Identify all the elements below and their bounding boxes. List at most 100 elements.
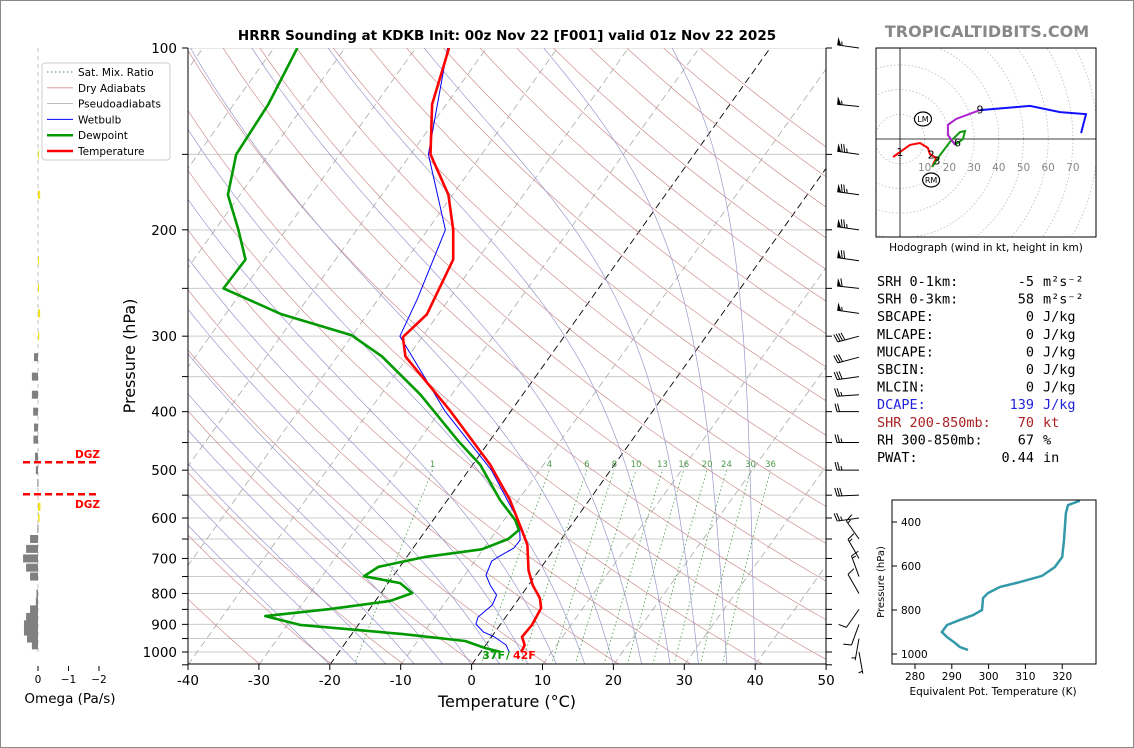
y-tick-label: 900 [151, 617, 177, 633]
theta-e-y-label: Pressure (hPa) [876, 546, 887, 618]
isotherm [188, 48, 629, 664]
barb-pennant [837, 37, 842, 46]
omega-x-tick-label: 0 [35, 674, 42, 686]
pseudoadiabat [188, 494, 358, 664]
barb-pennant [837, 96, 842, 105]
wind-barb [851, 550, 860, 577]
barb-full [833, 371, 838, 380]
barb-pennant [837, 143, 842, 152]
legend-label: Dry Adiabats [78, 83, 146, 95]
pseudoadiabat [188, 429, 415, 664]
index-label: MLCIN: [877, 380, 926, 396]
surface-temperature-label: 42F [513, 649, 536, 662]
dry-adiabat [222, 48, 826, 582]
barb-shaft [847, 539, 860, 559]
dry-adiabat [332, 48, 826, 471]
hodograph-ring-label: 50 [1017, 162, 1030, 174]
index-value: 139 [1010, 397, 1034, 413]
y-tick-label: 200 [151, 223, 177, 239]
dry-adiabat [188, 49, 826, 621]
index-unit: in [1043, 450, 1059, 466]
barb-half [858, 670, 863, 674]
index-unit: J/kg [1043, 380, 1076, 396]
isotherm [471, 167, 826, 664]
hodograph-segment [931, 129, 967, 168]
mixing-ratio-label: 6 [584, 460, 589, 470]
wind-barb [837, 183, 860, 196]
dry-adiabat [188, 169, 764, 664]
index-label: SRH 0-3km: [877, 292, 958, 308]
hodograph-segment [979, 104, 1088, 134]
barb-full [836, 487, 840, 496]
barb-shaft [858, 651, 864, 674]
index-value: 0 [1026, 362, 1034, 378]
wind-barb [833, 371, 860, 381]
dry-adiabat [188, 410, 476, 664]
barb-full [836, 388, 841, 397]
indices-panel: SRH 0-1km: -5 m²s⁻² SRH 0-3km: 58 m²s⁻² SBCAPE… [877, 274, 1084, 466]
wind-barb [834, 388, 860, 397]
barb-full [838, 333, 844, 341]
wind-barb [837, 37, 860, 49]
wind-barb [837, 96, 860, 108]
barb-full [838, 623, 847, 628]
barb-full [840, 332, 846, 341]
wind-barb [845, 514, 860, 540]
barb-full [847, 533, 855, 540]
index-label: MUCAPE: [877, 344, 934, 360]
dry-adiabat [516, 48, 826, 302]
omega-bar [33, 435, 38, 444]
index-label: DCAPE: [877, 397, 926, 413]
barb-half [847, 519, 851, 524]
index-unit: m²s⁻² [1043, 292, 1084, 308]
dry-adiabat [188, 349, 548, 664]
omega-bar [38, 256, 39, 265]
wetbulb-line [399, 48, 521, 653]
barb-pennant [837, 218, 842, 228]
barb-half [840, 391, 843, 397]
theta-e-panel: 400 600 800 1000 280 290 300 310 320 Pressure (hP… [876, 499, 1097, 698]
omega-axis-label: Omega (Pa/s) [24, 691, 115, 707]
isotherm [613, 366, 826, 664]
index-unit: J/kg [1043, 344, 1076, 360]
hodograph-ring-label: 60 [1042, 162, 1055, 174]
index-label: MLCAPE: [877, 327, 934, 343]
theta-e-y-tick-label: 600 [901, 561, 921, 573]
hodograph-height-label: 2 [928, 149, 935, 162]
dry-adiabat [188, 598, 261, 664]
omega-bar [23, 627, 38, 636]
barb-full [843, 184, 846, 193]
omega-bar [35, 466, 38, 475]
pseudoadiabat [327, 48, 671, 664]
omega-bar [38, 284, 39, 293]
dgz-label: DGZ [75, 449, 100, 461]
storm-motion-marker [922, 172, 941, 188]
dry-adiabat [259, 48, 826, 544]
barb-full [851, 550, 859, 557]
isotherm [542, 267, 826, 664]
omega-bar [36, 589, 38, 598]
barb-full [840, 143, 843, 153]
barb-half [852, 555, 857, 559]
index-label: PWAT: [877, 450, 918, 466]
isotherm [188, 48, 558, 567]
barb-pennant [837, 249, 842, 259]
barb-full [833, 334, 839, 343]
mixing-ratio-line [575, 470, 637, 664]
barb-full [835, 333, 841, 342]
omega-bar [26, 563, 38, 572]
pseudoadiabat [188, 128, 586, 664]
barb-full [833, 355, 839, 364]
wind-barb [834, 462, 859, 471]
mixing-ratio-line [521, 470, 588, 664]
dry-adiabat [188, 289, 620, 664]
hodograph-segment [946, 109, 981, 146]
isotherm [400, 68, 826, 664]
barb-full [847, 568, 855, 575]
barb-full [843, 144, 846, 153]
pseudoadiabat [188, 393, 444, 664]
legend-label: Wetbulb [78, 114, 122, 126]
theta-e-x-tick-label: 300 [979, 671, 999, 683]
legend-label: Dewpoint [78, 130, 128, 142]
barb-full [840, 219, 843, 228]
